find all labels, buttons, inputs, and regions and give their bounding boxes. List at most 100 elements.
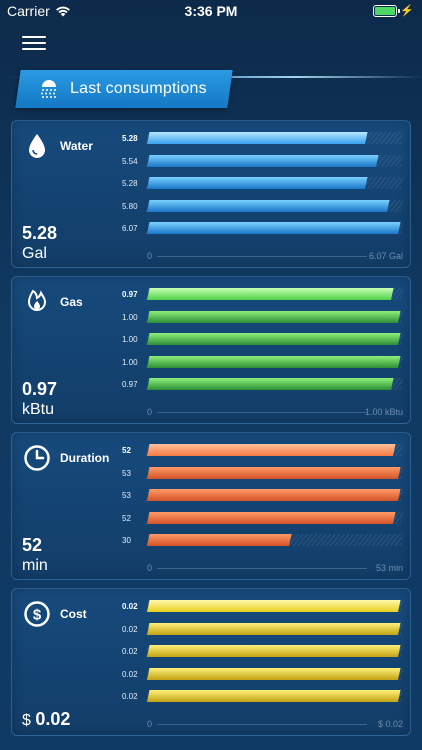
duration-card-title: Duration xyxy=(60,451,110,465)
cost-bar xyxy=(147,622,401,635)
gas-bar-row: 1.00 xyxy=(122,355,404,378)
gas-axis-min: 0 xyxy=(147,407,153,417)
cost-bar-label: 0.02 xyxy=(122,602,138,611)
carrier-label: Carrier xyxy=(7,3,50,19)
water-bar xyxy=(147,177,368,190)
duration-card: Duration 52 53 53 52 30 52 min 0 53 min xyxy=(11,432,411,580)
duration-bar-row: 52 xyxy=(122,443,404,466)
duration-bar-row: 53 xyxy=(122,488,404,511)
duration-unit: min xyxy=(22,557,48,574)
status-right: ⚡ xyxy=(373,4,414,17)
cost-value: 0.02 xyxy=(35,709,71,729)
cost-bar-row: 0.02 xyxy=(122,622,404,645)
water-bar-row: 5.80 xyxy=(122,199,404,222)
duration-bar xyxy=(147,444,396,456)
water-bar xyxy=(147,222,401,235)
water-axis-max: 6.07 Gal xyxy=(368,251,403,261)
gas-bar-label: 1.00 xyxy=(122,312,138,322)
section-tab[interactable]: Last consumptions xyxy=(38,78,207,100)
gas-bar-label: 1.00 xyxy=(122,357,138,367)
gas-bar xyxy=(147,378,394,391)
gas-bar-row: 0.97 xyxy=(122,377,404,400)
wifi-icon xyxy=(55,6,70,17)
hamburger-menu-icon[interactable] xyxy=(22,36,46,52)
cost-card-header: $ Cost xyxy=(22,599,87,629)
gas-bar-row: 1.00 xyxy=(122,332,404,355)
cost-bar-label: 0.02 xyxy=(122,669,138,679)
cost-bar-label: 0.02 xyxy=(122,647,138,657)
status-time: 3:36 PM xyxy=(184,3,238,19)
cost-bar xyxy=(147,667,401,680)
duration-bar-row: 30 xyxy=(122,533,404,556)
shower-icon xyxy=(41,80,56,98)
cost-bar xyxy=(147,645,401,658)
flame-icon xyxy=(22,287,52,317)
water-bar xyxy=(147,132,368,144)
gas-bar-label: 0.97 xyxy=(122,380,138,390)
cost-axis: 0 $ 0.02 xyxy=(147,719,403,731)
water-bar-label: 5.54 xyxy=(122,156,138,166)
cost-bar-row: 0.02 xyxy=(122,599,404,622)
cost-bar xyxy=(147,690,401,703)
gas-bar-label: 0.97 xyxy=(122,290,138,299)
gas-bar-row: 0.97 xyxy=(122,287,404,310)
duration-bar-label: 52 xyxy=(122,446,131,455)
gas-bar xyxy=(147,310,401,323)
dollar-icon: $ xyxy=(22,599,52,629)
duration-axis: 0 53 min xyxy=(147,563,403,575)
status-left: Carrier xyxy=(7,3,71,19)
gas-card: Gas 0.97 1.00 1.00 1.00 0.97 0.97 kBtu 0 1.0… xyxy=(11,276,411,424)
duration-bar xyxy=(147,489,401,502)
gas-card-title: Gas xyxy=(60,295,83,309)
gas-unit: kBtu xyxy=(22,401,55,418)
gas-bar xyxy=(147,355,401,368)
svg-text:$: $ xyxy=(33,607,42,624)
duration-card-header: Duration xyxy=(22,443,109,473)
battery-icon xyxy=(373,4,401,17)
cost-bars: 0.02 0.02 0.02 0.02 0.02 xyxy=(122,599,404,712)
gas-bar-row: 1.00 xyxy=(122,310,404,333)
water-axis: 0 6.07 Gal xyxy=(147,251,403,263)
gas-axis-max: 1.00 kBtu xyxy=(364,407,403,417)
duration-bar-label: 53 xyxy=(122,491,131,501)
duration-value: 52 xyxy=(22,535,43,555)
water-bar xyxy=(147,154,379,167)
gas-card-header: Gas xyxy=(22,287,83,317)
cost-bar-row: 0.02 xyxy=(122,689,404,712)
water-bar-row: 6.07 xyxy=(122,221,404,244)
duration-bar-row: 53 xyxy=(122,466,404,489)
water-bar-row: 5.54 xyxy=(122,154,404,177)
water-bars: 5.28 5.54 5.28 5.80 6.07 xyxy=(122,131,404,244)
gas-axis: 0 1.00 kBtu xyxy=(147,407,403,419)
section-title: Last consumptions xyxy=(70,80,207,97)
duration-bar xyxy=(147,466,401,479)
water-bar-label: 6.07 xyxy=(122,224,138,234)
cost-bar-label: 0.02 xyxy=(122,624,138,634)
duration-bar xyxy=(147,511,396,524)
water-bar-label: 5.28 xyxy=(122,179,138,189)
clock-icon xyxy=(22,443,52,473)
cost-currency: $ xyxy=(22,712,31,729)
water-bar-label: 5.28 xyxy=(122,134,138,143)
duration-bar-label: 30 xyxy=(122,536,131,546)
cost-bar-row: 0.02 xyxy=(122,644,404,667)
duration-axis-max: 53 min xyxy=(375,563,403,573)
water-axis-min: 0 xyxy=(147,251,153,261)
cost-axis-min: 0 xyxy=(147,719,153,729)
duration-bar-label: 52 xyxy=(122,513,131,523)
gas-bar-label: 1.00 xyxy=(122,335,138,345)
status-bar: Carrier 3:36 PM ⚡ xyxy=(0,0,422,22)
gas-bars: 0.97 1.00 1.00 1.00 0.97 xyxy=(122,287,404,400)
gas-value: 0.97 xyxy=(22,379,58,399)
duration-axis-min: 0 xyxy=(147,563,153,573)
duration-bar-label: 53 xyxy=(122,468,131,478)
duration-bar-row: 52 xyxy=(122,511,404,534)
duration-bars: 52 53 53 52 30 xyxy=(122,443,404,556)
water-bar-label: 5.80 xyxy=(122,201,138,211)
water-unit: Gal xyxy=(22,245,47,262)
charging-icon: ⚡ xyxy=(400,5,414,17)
water-card: Water 5.28 5.54 5.28 5.80 6.07 5.28 Gal 0 6.… xyxy=(11,120,411,268)
water-card-title: Water xyxy=(60,139,93,153)
water-bar xyxy=(147,199,390,212)
water-value: 5.28 xyxy=(22,223,58,243)
